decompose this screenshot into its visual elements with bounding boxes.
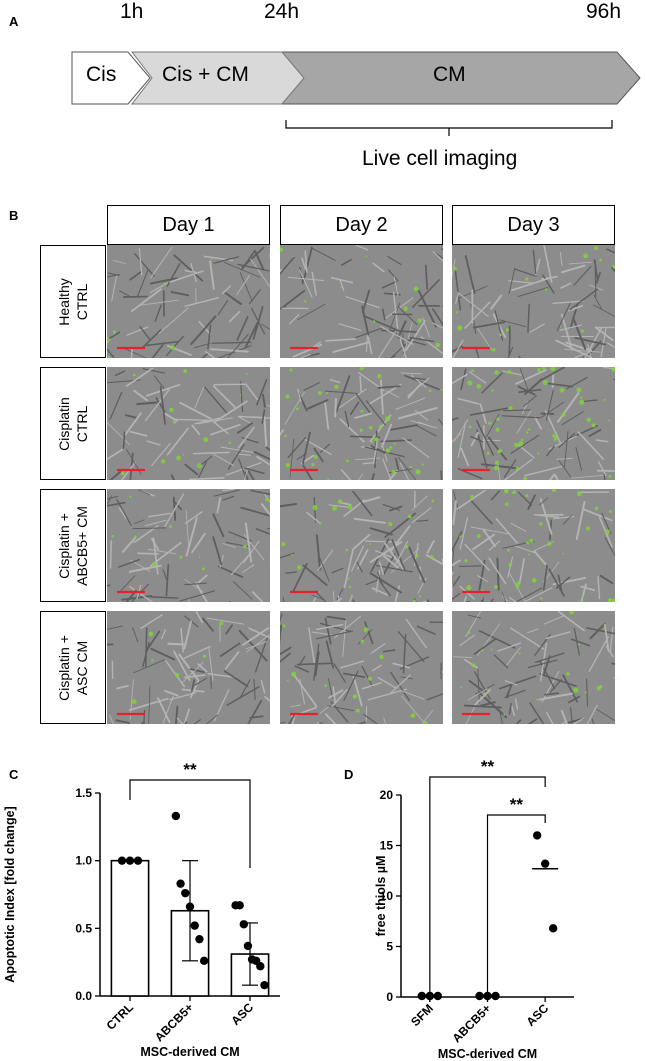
row-header-cisplatin: Cisplatin CTRL: [40, 367, 106, 480]
segment-cis-label: Cis: [86, 63, 117, 86]
data-point: [190, 921, 199, 930]
imaging-label: Live cell imaging: [362, 147, 518, 170]
x-axis-title: MSC-derived CM: [140, 1045, 239, 1059]
x-tick-label: ASC: [523, 1001, 551, 1029]
day3-label: Day 3: [507, 213, 560, 236]
data-point: [540, 859, 550, 868]
micrograph-r1-c3: [452, 245, 615, 358]
chart-free-thiols: 0 5 10 15 20 SFM ABCB5+ ASC free thiols µM MSC-de…: [374, 760, 574, 1060]
y-tick-label: 10: [380, 889, 394, 903]
x-tick-label: ABCB5+: [450, 1001, 494, 1045]
y-axis-title: free thiols µM: [374, 856, 388, 937]
data-point: [256, 962, 265, 971]
micrograph-r4-c1: [107, 611, 270, 724]
significance-bracket: [486, 814, 546, 999]
y-axis-title: Apoptotic Index [fold change]: [3, 806, 17, 982]
micrograph-r3-c3: [452, 489, 615, 602]
significance-label: **: [183, 760, 197, 779]
y-tick-label: 1.0: [75, 854, 92, 868]
y-tick-label: 1.5: [75, 786, 92, 800]
significance-bracket: [429, 776, 546, 1002]
col-header-day3: Day 3: [452, 205, 615, 245]
micrograph-r2-c2: [280, 367, 443, 480]
y-tick-label: 20: [380, 788, 394, 802]
data-point: [475, 991, 484, 1001]
x-tick-label: ABCB5+: [152, 1000, 196, 1044]
row-header-asc: Cisplatin + ASC CM: [40, 611, 106, 724]
data-point: [176, 879, 185, 888]
micrograph-r3-c1: [107, 489, 270, 602]
data-point: [243, 941, 253, 951]
data-point: [125, 856, 135, 865]
data-point: [239, 920, 249, 929]
data-point: [117, 856, 127, 865]
data-point: [171, 811, 181, 821]
panel-b-letter: B: [9, 208, 19, 223]
data-point: [548, 924, 558, 933]
data-point: [133, 856, 143, 865]
segment-cm-label: CM: [433, 63, 466, 86]
y-tick-label: 15: [380, 839, 394, 853]
panel-d-letter: D: [344, 767, 354, 782]
panel-a-letter: A: [9, 14, 19, 29]
significance-label: **: [481, 760, 495, 776]
y-tick-label: 5: [386, 940, 393, 954]
bar-CTRL: [110, 859, 150, 997]
x-tick-label: CTRL: [104, 1000, 137, 1033]
data-point: [417, 991, 427, 1001]
time-label-1h: 1h: [120, 0, 144, 23]
col-header-day1: Day 1: [107, 205, 270, 245]
time-label-96h: 96h: [586, 0, 622, 23]
micrograph-r2-c3: [452, 367, 615, 480]
micrograph-r4-c2: [280, 611, 443, 724]
segment-cis-shape: [71, 51, 151, 105]
panel-c-letter: C: [9, 767, 19, 782]
data-point: [491, 991, 500, 1001]
row-label-asc: Cisplatin + ASC CM: [56, 634, 90, 701]
data-point: [532, 831, 542, 840]
data-point: [181, 888, 190, 898]
x-axis-title: MSC-derived CM: [438, 1047, 537, 1060]
data-point: [260, 980, 269, 990]
significance-bracket: [129, 779, 251, 868]
micrograph-r2-c1: [107, 367, 270, 480]
y-tick-label: 0.5: [75, 921, 92, 935]
micrograph-r4-c3: [452, 611, 615, 724]
data-point: [199, 956, 209, 966]
x-tick-label: SFM: [408, 1001, 436, 1029]
day1-label: Day 1: [162, 213, 215, 236]
day2-label: Day 2: [335, 213, 388, 236]
significance-label: **: [510, 795, 524, 814]
data-point: [235, 901, 244, 910]
row-label-cisplatin: Cisplatin CTRL: [56, 396, 90, 451]
chart-apoptotic-index: 0.0 0.5 1.0 1.5 CTRL ABCB5+ ASC Apoptotic Index…: [3, 760, 280, 1059]
data-point: [433, 991, 443, 1001]
col-header-day2: Day 2: [280, 205, 443, 245]
data-point: [185, 902, 195, 911]
segment-cis-cm-shape: [130, 51, 305, 105]
row-header-healthy: Healthy CTRL: [40, 245, 106, 358]
segment-cis-cm-label: Cis + CM: [162, 63, 249, 86]
row-header-abcb5: Cisplatin + ABCB5+ CM: [40, 489, 106, 602]
imaging-bracket: [285, 120, 613, 136]
timeline-arrows: [71, 51, 641, 136]
row-label-abcb5: Cisplatin + ABCB5+ CM: [56, 505, 90, 586]
y-tick-label: 0: [386, 990, 393, 1004]
micrograph-r1-c2: [280, 245, 443, 358]
row-label-healthy: Healthy CTRL: [56, 277, 90, 326]
micrograph-r1-c1: [107, 245, 270, 358]
y-tick-label: 0.0: [75, 989, 92, 1003]
time-label-24h: 24h: [264, 0, 300, 23]
x-tick-label: ASC: [228, 1000, 256, 1028]
micrograph-r3-c2: [280, 489, 443, 602]
data-point: [195, 934, 204, 944]
